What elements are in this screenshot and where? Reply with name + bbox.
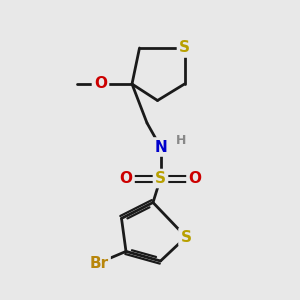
- Text: Br: Br: [89, 256, 109, 271]
- Text: O: O: [94, 76, 107, 92]
- Text: O: O: [119, 171, 133, 186]
- Text: S: S: [179, 40, 190, 56]
- Text: S: S: [155, 171, 166, 186]
- Text: H: H: [176, 134, 187, 148]
- Text: N: N: [154, 140, 167, 154]
- Text: O: O: [188, 171, 202, 186]
- Text: S: S: [181, 230, 191, 244]
